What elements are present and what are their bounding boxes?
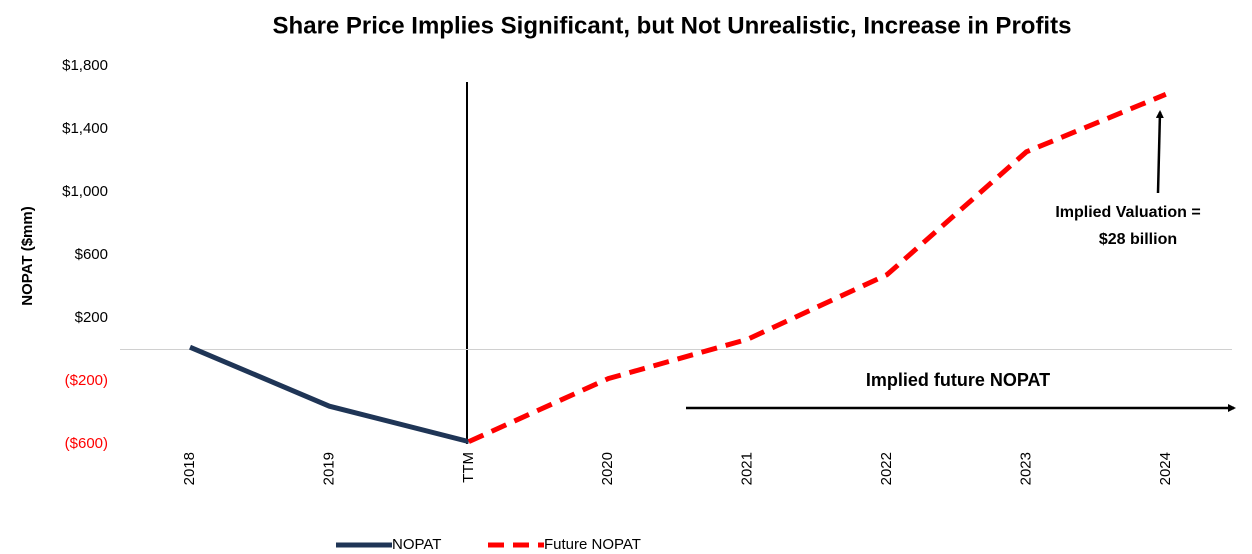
x-tick-label: 2018	[181, 452, 198, 485]
line-series	[189, 344, 470, 445]
y-tick-label: $600	[75, 246, 108, 263]
x-tick-label: 2021	[739, 452, 756, 485]
y-tick-label: ($200)	[65, 372, 108, 389]
y-tick-label: $1,800	[62, 57, 108, 74]
legend-label: NOPAT	[392, 536, 441, 553]
annotation: Implied Valuation =	[1055, 204, 1200, 221]
legend-label: Future NOPAT	[544, 536, 641, 553]
line-series	[467, 92, 1167, 444]
valuation-arrow	[1155, 110, 1164, 194]
x-tick-label: 2023	[1017, 452, 1034, 485]
y-tick-label: $200	[75, 309, 108, 326]
annotation: Implied future NOPAT	[866, 370, 1050, 390]
annotation: $28 billion	[1099, 231, 1177, 248]
x-tick-label: 2024	[1157, 452, 1174, 485]
x-tick-label: 2022	[878, 452, 895, 485]
y-axis-label: NOPAT ($mm)	[19, 206, 36, 305]
y-tick-label: ($600)	[65, 435, 108, 452]
x-tick-label: 2019	[320, 452, 337, 485]
y-tick-label: $1,400	[62, 120, 108, 137]
x-tick-label: TTM	[460, 452, 477, 483]
chart-title: Share Price Implies Significant, but Not…	[273, 12, 1072, 39]
y-tick-label: $1,000	[62, 183, 108, 200]
x-tick-label: 2020	[599, 452, 616, 485]
